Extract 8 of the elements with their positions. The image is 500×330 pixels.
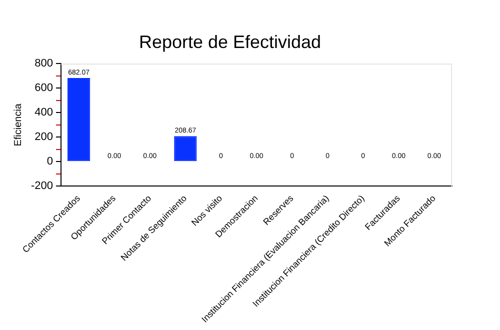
y-tick-label: -200 xyxy=(30,180,54,192)
y-tick-label: 400 xyxy=(34,106,54,119)
y-tick-label: 600 xyxy=(34,82,54,94)
chart-title: Reporte de Efectividad xyxy=(138,32,322,52)
y-tick-label: 0 xyxy=(46,156,54,168)
y-tick-label: 200 xyxy=(34,131,54,144)
y-tick-label: 800 xyxy=(34,58,54,70)
y-axis-title: Eficiencia xyxy=(12,103,24,146)
